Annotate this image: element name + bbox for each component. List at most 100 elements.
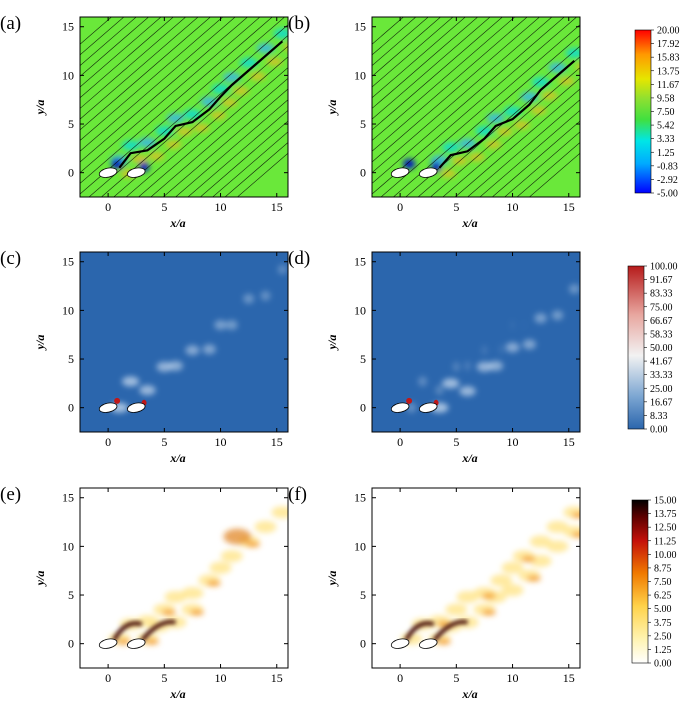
plot-frame [371,487,581,669]
colorbar-tick-label: 66.67 [650,316,673,327]
plot-frame [79,487,289,669]
x-tick-label: 15 [271,200,283,214]
x-tick-label: 15 [563,671,575,685]
body-ellipse-1 [98,638,118,649]
panel-label: (b) [288,13,310,34]
panel-b: 0 5 10 15 0 5 10 15 x/a y/a (b) [288,13,581,230]
colorbar-tick-label: 100.00 [650,262,678,273]
plot-frame [79,16,289,198]
y-tick-label: 5 [68,588,74,602]
field-contour [372,252,580,432]
y-tick-label: 0 [68,401,74,415]
body-ellipse-1 [390,167,410,178]
colorbar-tick-label: 9.58 [657,93,675,104]
colorbar-tick-label: 15.00 [654,496,677,507]
body-ellipse-2 [418,402,438,413]
body-ellipse-2 [126,167,146,178]
colorbar-tick-label: 11.67 [657,80,679,91]
x-tick-label: 0 [105,671,111,685]
body-ellipse-2 [126,402,146,413]
y-tick-label: 10 [62,539,74,553]
y-axis-label: y/a [33,100,47,117]
colorbar-tick-label: 0.00 [650,425,668,436]
y-tick-label: 10 [354,303,366,317]
y-tick-label: 10 [62,303,74,317]
panel-label: (e) [0,484,21,505]
y-axis-label: y/a [325,335,339,352]
body-ellipse-2 [126,638,146,649]
body-ellipse-1 [390,402,410,413]
x-tick-label: 15 [271,671,283,685]
colorbar-gradient [634,29,652,194]
colorbar-tick-label: 91.67 [650,275,673,286]
colorbar-tick-label: 20.00 [657,26,680,37]
colorbar-tick-label: 7.50 [654,577,672,588]
x-tick-label: 10 [215,200,227,214]
y-tick-label: 10 [354,539,366,553]
x-axis-label: x/a [169,451,185,465]
y-tick-label: 0 [360,166,366,180]
x-tick-label: 5 [453,200,459,214]
x-tick-label: 0 [397,200,403,214]
field-contour [372,488,580,668]
colorbar-tick-label: 0.00 [654,659,672,670]
colorbar-tick-label: 25.00 [650,384,673,395]
panel-label: (f) [288,484,307,505]
colorbar-tick-label: 5.42 [657,121,675,132]
colorbar-tick-label: 8.33 [650,411,668,422]
colorbar-tick-label: 58.33 [650,329,673,340]
body-ellipse-2 [418,167,438,178]
x-tick-label: 5 [453,435,459,449]
y-tick-label: 5 [360,588,366,602]
body-ellipse-1 [98,167,118,178]
colorbar-tick-label: 33.33 [650,370,673,381]
colorbar-tick-label: -5.00 [657,189,678,200]
y-tick-label: 5 [68,117,74,131]
body-ellipse-1 [390,638,410,649]
y-tick-label: 15 [354,491,366,505]
panel-label: (d) [288,248,310,269]
x-tick-label: 5 [453,671,459,685]
colorbar-tick-label: 17.92 [657,39,680,50]
panel-d: 0 5 10 15 0 5 10 15 x/a y/a (d) [288,248,581,465]
x-tick-label: 0 [397,671,403,685]
y-tick-label: 0 [68,637,74,651]
colorbar-tick-label: 41.67 [650,357,673,368]
colorbar-tick-label: 5.00 [654,604,672,615]
x-axis-label: x/a [461,687,477,701]
colorbar-gradient [631,499,649,664]
x-axis-label: x/a [461,216,477,230]
body-ellipse-1 [98,402,118,413]
colorbar-tick-label: 13.75 [657,66,680,77]
x-tick-label: 5 [161,671,167,685]
y-axis-label: y/a [325,100,339,117]
x-tick-label: 10 [215,671,227,685]
field-contour [80,488,288,668]
colorbar-tick-label: 16.67 [650,397,673,408]
y-tick-label: 5 [360,352,366,366]
x-tick-label: 0 [397,435,403,449]
y-tick-label: 15 [62,255,74,269]
colorbar-tick-label: 15.83 [657,53,680,64]
panel-c: 0 5 10 15 0 5 10 15 x/a y/a (c) [0,248,289,465]
colorbar-row-2: 100.00 91.67 83.33 75.00 66.67 58.33 50.00 41.6… [627,262,678,436]
y-tick-label: 5 [360,117,366,131]
colorbar-tick-label: 3.33 [657,134,675,145]
y-tick-label: 0 [360,637,366,651]
colorbar-tick-label: 8.75 [654,563,672,574]
colorbar-tick-label: 83.33 [650,289,673,300]
x-axis-label: x/a [461,451,477,465]
y-axis-label: y/a [33,335,47,352]
streamlines [80,17,288,197]
x-tick-label: 0 [105,435,111,449]
colorbar-tick-label: 13.75 [654,509,677,520]
y-tick-label: 15 [62,20,74,34]
colorbar-tick-label: 7.50 [657,107,675,118]
x-axis-label: x/a [169,216,185,230]
x-tick-label: 15 [563,200,575,214]
panel-label: (c) [0,248,21,269]
colorbar-tick-label: 1.25 [654,645,672,656]
colorbar-tick-label: 75.00 [650,302,673,313]
x-tick-label: 5 [161,200,167,214]
